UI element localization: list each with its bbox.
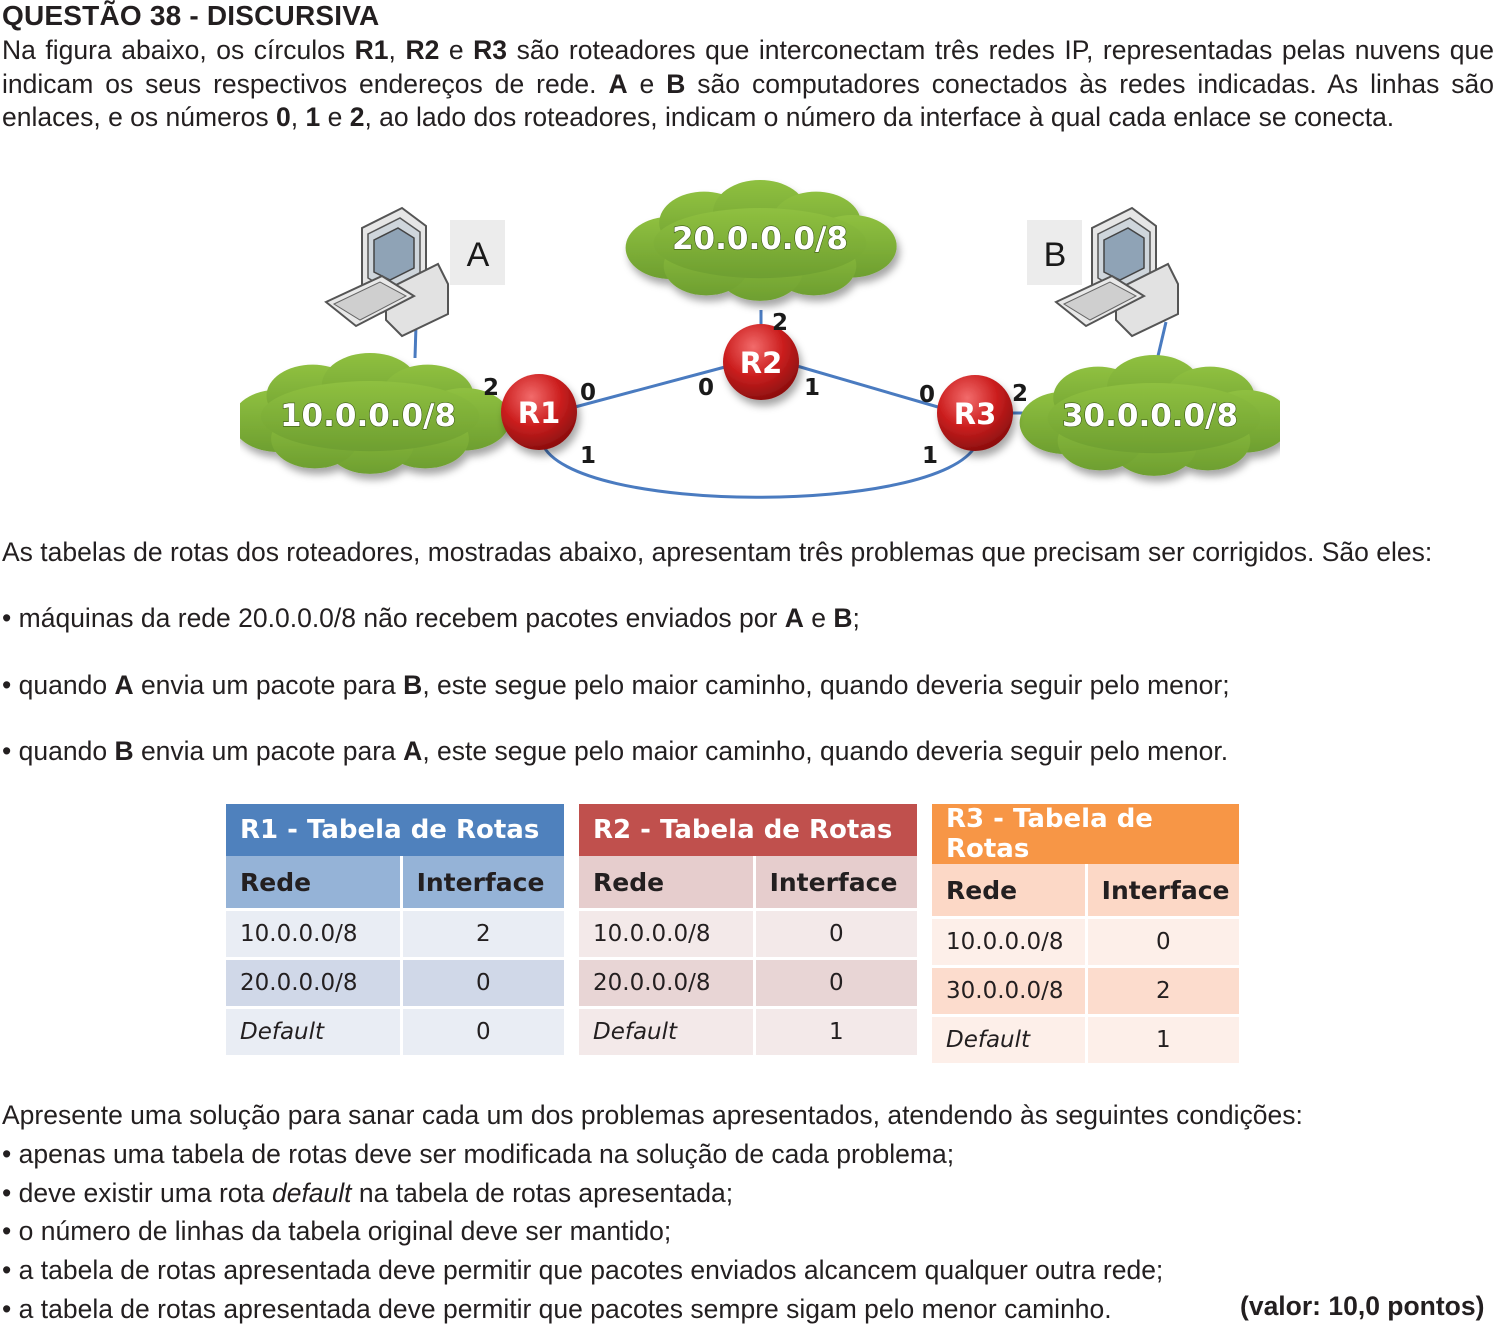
- network-cell: 10.0.0.0/8: [579, 911, 756, 960]
- column-header: Interface: [402, 856, 564, 911]
- column-header: Interface: [1087, 864, 1239, 919]
- interface-cell: 1: [1087, 1017, 1239, 1066]
- table-header-row: Rede Interface: [579, 856, 917, 911]
- question-title: QUESTÃO 38 - DISCURSIVA: [2, 0, 380, 31]
- table-caption: R2 - Tabela de Rotas: [579, 804, 917, 856]
- solution-intro: Apresente uma solução para sanar cada um…: [2, 1100, 1303, 1130]
- condition-item: • a tabela de rotas apresentada deve per…: [2, 1294, 1112, 1324]
- router-r1: [501, 374, 577, 450]
- network-cell: 20.0.0.0/8: [226, 960, 403, 1009]
- link-host-a: [413, 324, 418, 359]
- r2-routing-table: R2 - Tabela de Rotas Rede Interface 10.0.0.…: [579, 804, 917, 1058]
- link-r1-r3: [540, 442, 978, 499]
- table-caption: R1 - Tabela de Rotas: [226, 804, 564, 856]
- problem-item: • máquinas da rede 20.0.0.0/8 não recebe…: [2, 603, 860, 633]
- link-r2-r3: [796, 364, 939, 409]
- network-diagram: 10.0.0.0/8 20.0.0.0/8 30.0.0.0/8 A B R1 …: [240, 179, 1280, 499]
- network-cell: 10.0.0.0/8: [226, 911, 403, 960]
- column-header: Rede: [226, 856, 403, 911]
- network-cell: 20.0.0.0/8: [579, 960, 756, 1009]
- iface-r3-r2: 0: [919, 382, 935, 408]
- column-header: Rede: [932, 864, 1088, 919]
- table-row: Default 1: [579, 1009, 917, 1058]
- link-r1-r2: [574, 365, 726, 409]
- cloud-label-right: 30.0.0.0/8: [1062, 398, 1238, 434]
- problems-intro: As tabelas de rotas dos roteadores, most…: [2, 537, 1433, 567]
- iface-r1-r3: 1: [580, 443, 596, 469]
- iface-r1-r2: 0: [580, 380, 596, 406]
- iface-r3-cloud: 2: [1012, 381, 1028, 407]
- host-b-label: B: [1044, 236, 1067, 274]
- link-host-b: [1156, 321, 1168, 357]
- interface-cell: 0: [755, 960, 917, 1009]
- problem-item: • quando A envia um pacote para B, este …: [2, 670, 1230, 700]
- column-header: Rede: [579, 856, 756, 911]
- iface-r3-r1: 1: [922, 443, 938, 469]
- router-r3: [937, 375, 1013, 451]
- network-cell: Default: [932, 1017, 1088, 1066]
- table-row: 30.0.0.0/8 2: [932, 968, 1239, 1017]
- network-cell: Default: [226, 1009, 403, 1058]
- table-row: Default 1: [932, 1017, 1239, 1066]
- condition-item: • apenas uma tabela de rotas deve ser mo…: [2, 1139, 955, 1169]
- iface-r2-r1: 0: [698, 375, 714, 401]
- network-cell: Default: [579, 1009, 756, 1058]
- router-r1-label: R1: [518, 396, 561, 430]
- host-a-label-box: [450, 220, 505, 285]
- router-r2: [723, 324, 799, 400]
- iface-r2-r3: 1: [804, 375, 820, 401]
- condition-item: • a tabela de rotas apresentada deve per…: [2, 1255, 1164, 1285]
- interface-cell: 0: [402, 960, 564, 1009]
- table-row: 20.0.0.0/8 0: [226, 960, 564, 1009]
- iface-r1-cloud: 2: [483, 375, 499, 401]
- condition-item: • deve existir uma rota default na tabel…: [2, 1178, 734, 1208]
- host-a-label: A: [467, 236, 490, 274]
- cloud-label-top: 20.0.0.0/8: [672, 221, 848, 257]
- interface-cell: 2: [402, 911, 564, 960]
- interface-cell: 1: [755, 1009, 917, 1058]
- interface-cell: 0: [755, 911, 917, 960]
- host-b-label-box: [1027, 220, 1082, 285]
- interface-cell: 0: [402, 1009, 564, 1058]
- table-header-row: Rede Interface: [226, 856, 564, 911]
- router-r2-label: R2: [740, 346, 783, 380]
- table-row: Default 0: [226, 1009, 564, 1058]
- network-cell: 30.0.0.0/8: [932, 968, 1088, 1017]
- router-r3-label: R3: [954, 397, 997, 431]
- column-header: Interface: [755, 856, 917, 911]
- table-row: 20.0.0.0/8 0: [579, 960, 917, 1009]
- points-value: (valor: 10,0 pontos): [1240, 1291, 1485, 1321]
- table-row: 10.0.0.0/8 0: [579, 911, 917, 960]
- table-header-row: Rede Interface: [932, 864, 1239, 919]
- r3-routing-table: R3 - Tabela de Rotas Rede Interface 10.0.0.…: [932, 804, 1239, 1066]
- interface-cell: 0: [1087, 919, 1239, 968]
- question-intro: Na figura abaixo, os círculos R1, R2 e R…: [2, 35, 1495, 132]
- table-caption: R3 - Tabela de Rotas: [932, 804, 1239, 864]
- cloud-label-left: 10.0.0.0/8: [280, 398, 456, 434]
- condition-item: • o número de linhas da tabela original …: [2, 1216, 672, 1246]
- iface-r2-cloud: 2: [772, 310, 788, 336]
- r1-routing-table: R1 - Tabela de Rotas Rede Interface 10.0.0.…: [226, 804, 564, 1058]
- table-row: 10.0.0.0/8 2: [226, 911, 564, 960]
- interface-cell: 2: [1087, 968, 1239, 1017]
- network-cell: 10.0.0.0/8: [932, 919, 1088, 968]
- computer-a-icon: [325, 207, 449, 337]
- problem-item: • quando B envia um pacote para A, este …: [2, 736, 1229, 766]
- table-row: 10.0.0.0/8 0: [932, 919, 1239, 968]
